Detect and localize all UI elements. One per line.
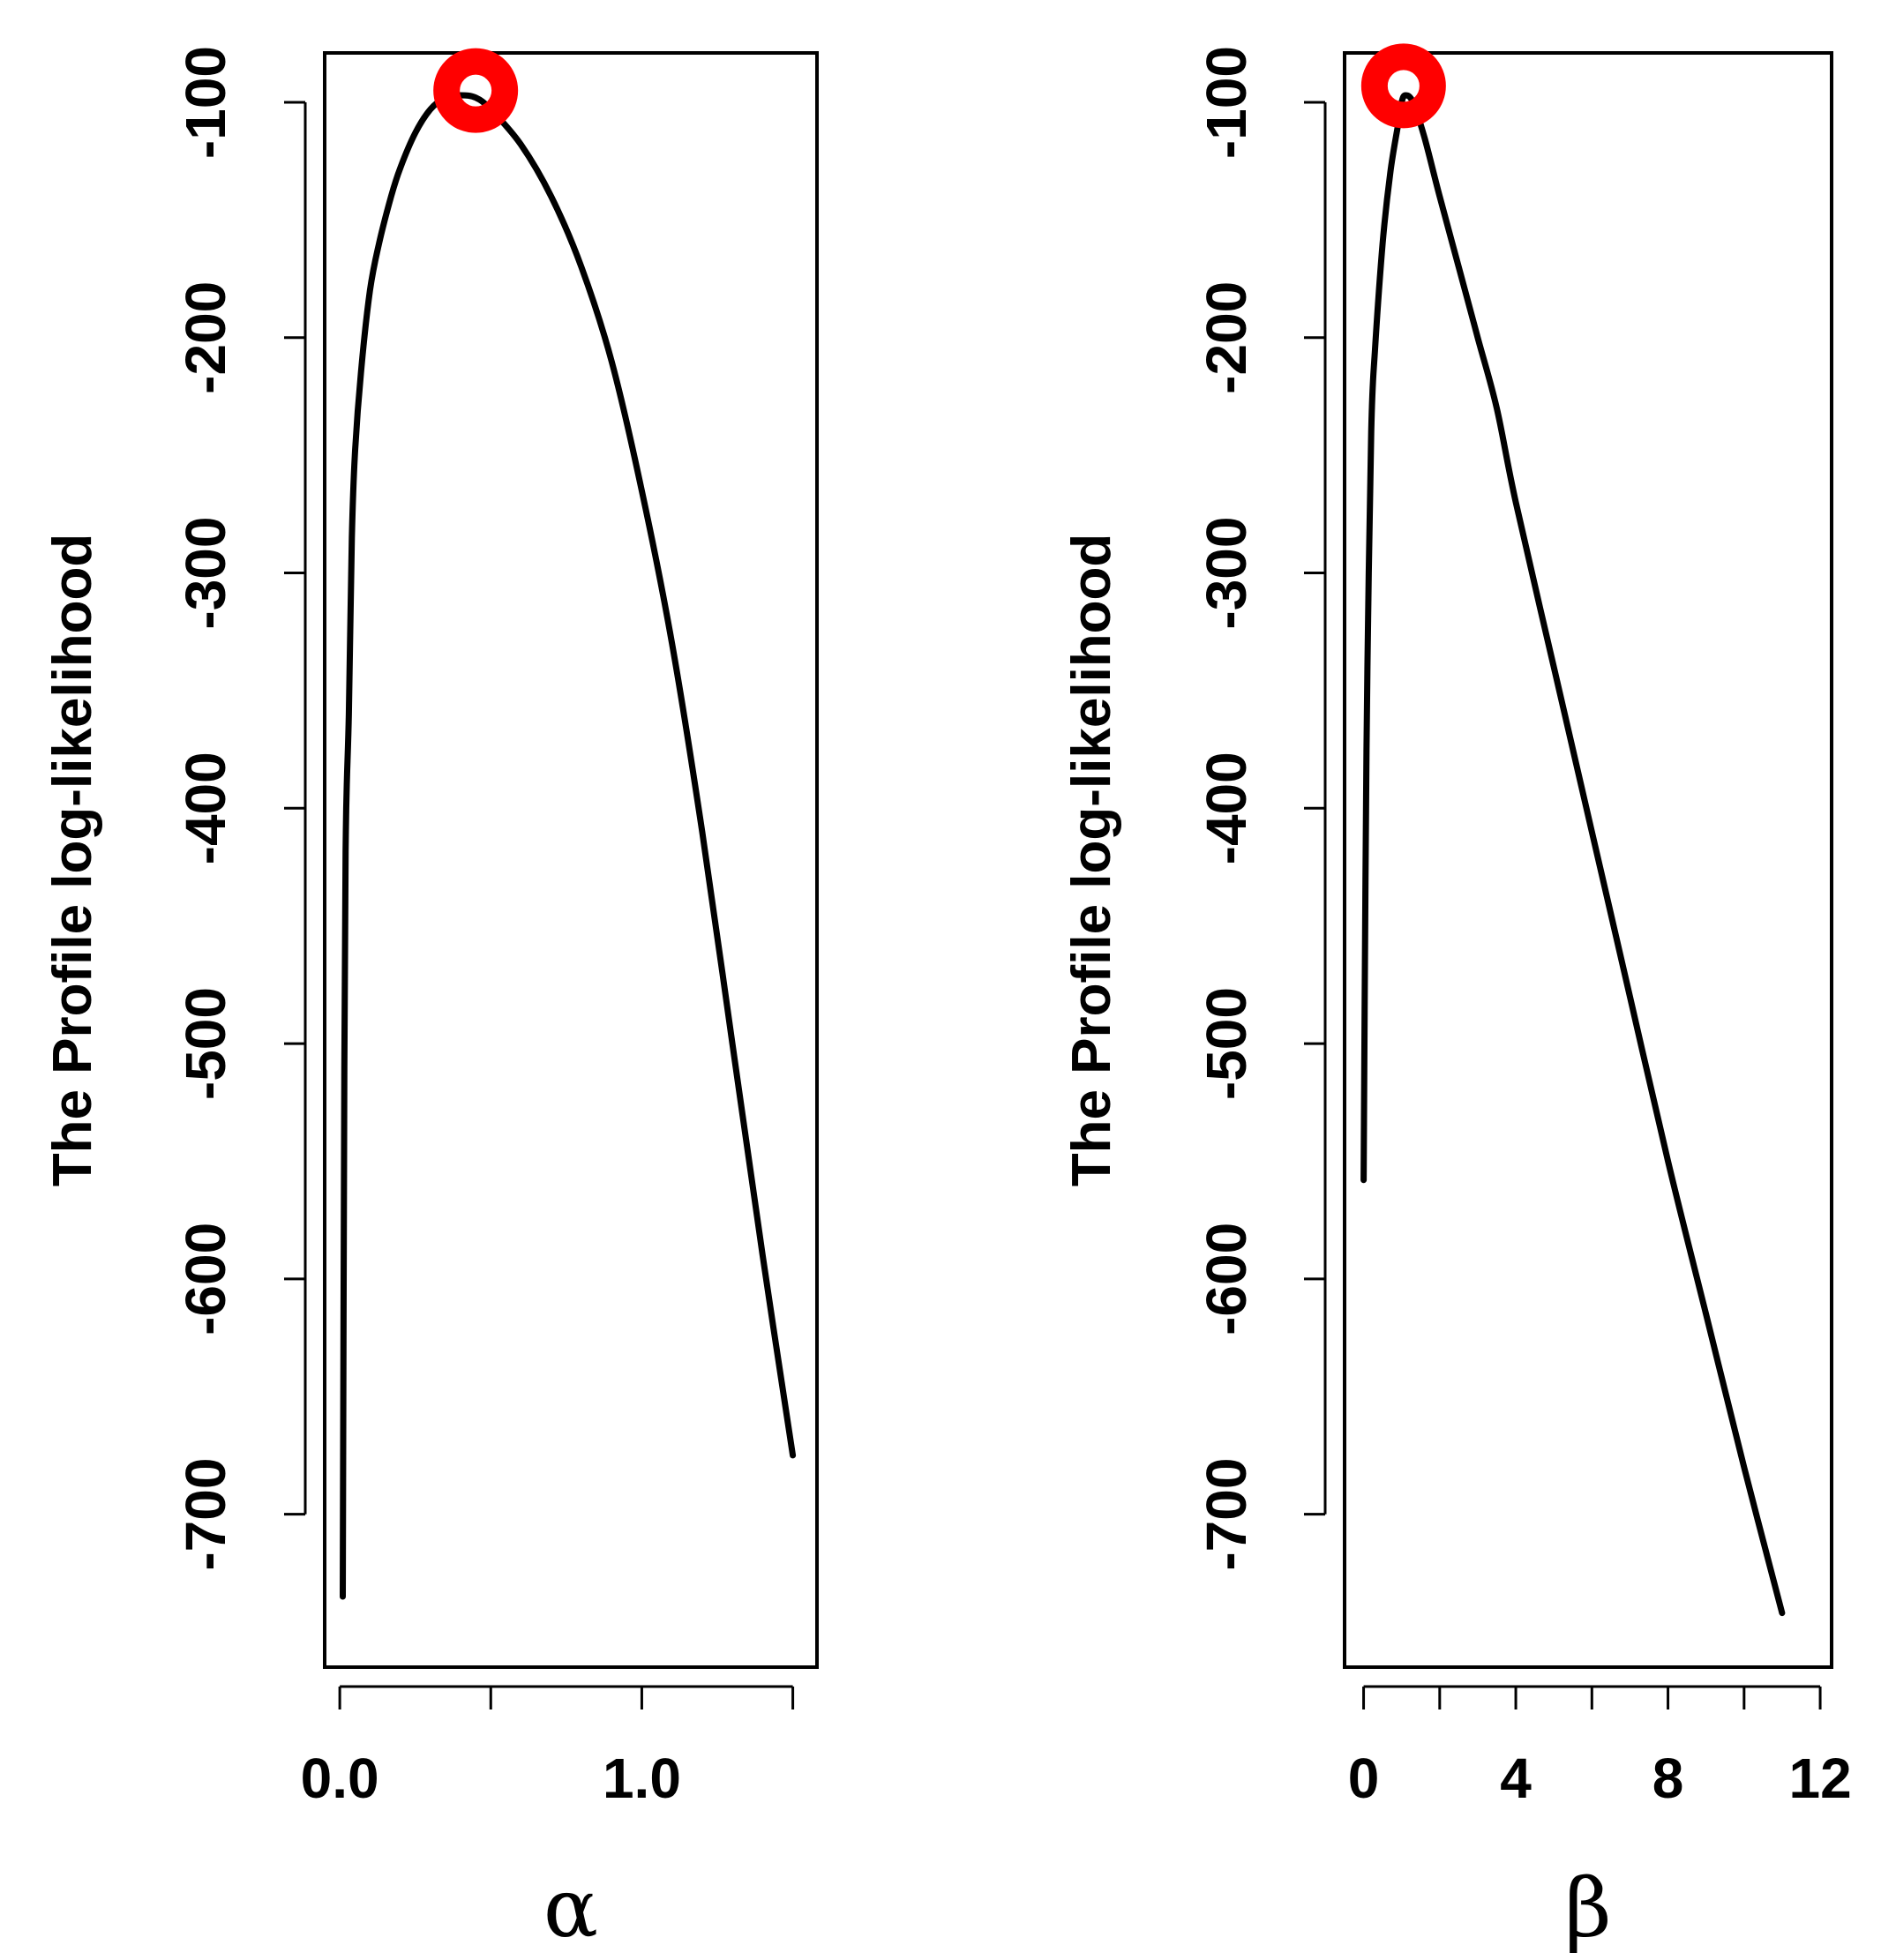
y-tick-label: -400 (174, 752, 237, 864)
alpha-profile-plot: -100 -200 -300 -400 -500 -600 -700 0.0 1.0 The … (42, 46, 819, 1956)
x-axis-title: α (543, 1861, 598, 1956)
y-tick-label: -600 (174, 1223, 237, 1335)
x-tick-label: 0.0 (301, 1747, 379, 1810)
x-tick-label: 4 (1500, 1747, 1532, 1810)
y-tick-label: -100 (1195, 46, 1258, 159)
y-tick-label: -700 (1195, 1458, 1258, 1571)
profile-curve-beta (1360, 92, 1786, 1617)
y-axis: -100 -200 -300 -400 -500 -600 -700 (174, 46, 307, 1571)
x-axis-title: β (1564, 1861, 1611, 1956)
mle-point-beta (1360, 43, 1446, 129)
mle-marker (433, 48, 519, 133)
y-tick-label: -400 (1195, 752, 1258, 864)
y-tick-label: -300 (1195, 517, 1258, 630)
x-tick-label: 8 (1652, 1747, 1684, 1810)
mle-marker (1360, 43, 1446, 129)
beta-profile-plot: -100 -200 -300 -400 -500 -600 -700 0 4 8 12 The P… (1061, 43, 1852, 1956)
y-tick-label: -100 (174, 46, 237, 159)
y-axis-title: The Profile log-likelihood (42, 534, 103, 1187)
x-axis: 0.0 1.0 (301, 1685, 795, 1810)
mle-point-alpha (433, 48, 519, 133)
x-tick-label: 12 (1788, 1747, 1851, 1810)
y-tick-label: -500 (174, 987, 237, 1100)
y-axis: -100 -200 -300 -400 -500 -600 -700 (1195, 46, 1327, 1571)
y-tick-label: -500 (1195, 987, 1258, 1100)
x-axis: 0 4 8 12 (1348, 1685, 1852, 1810)
y-tick-label: -300 (174, 517, 237, 630)
x-tick-label: 0 (1348, 1747, 1380, 1810)
y-tick-label: -600 (1195, 1223, 1258, 1335)
x-tick-label: 1.0 (603, 1747, 681, 1810)
y-tick-label: -700 (174, 1458, 237, 1571)
plot-box (323, 51, 819, 1669)
y-tick-label: -200 (1195, 281, 1258, 394)
y-axis-title: The Profile log-likelihood (1061, 534, 1122, 1187)
y-tick-label: -200 (174, 281, 237, 394)
plot-box (1343, 51, 1833, 1669)
